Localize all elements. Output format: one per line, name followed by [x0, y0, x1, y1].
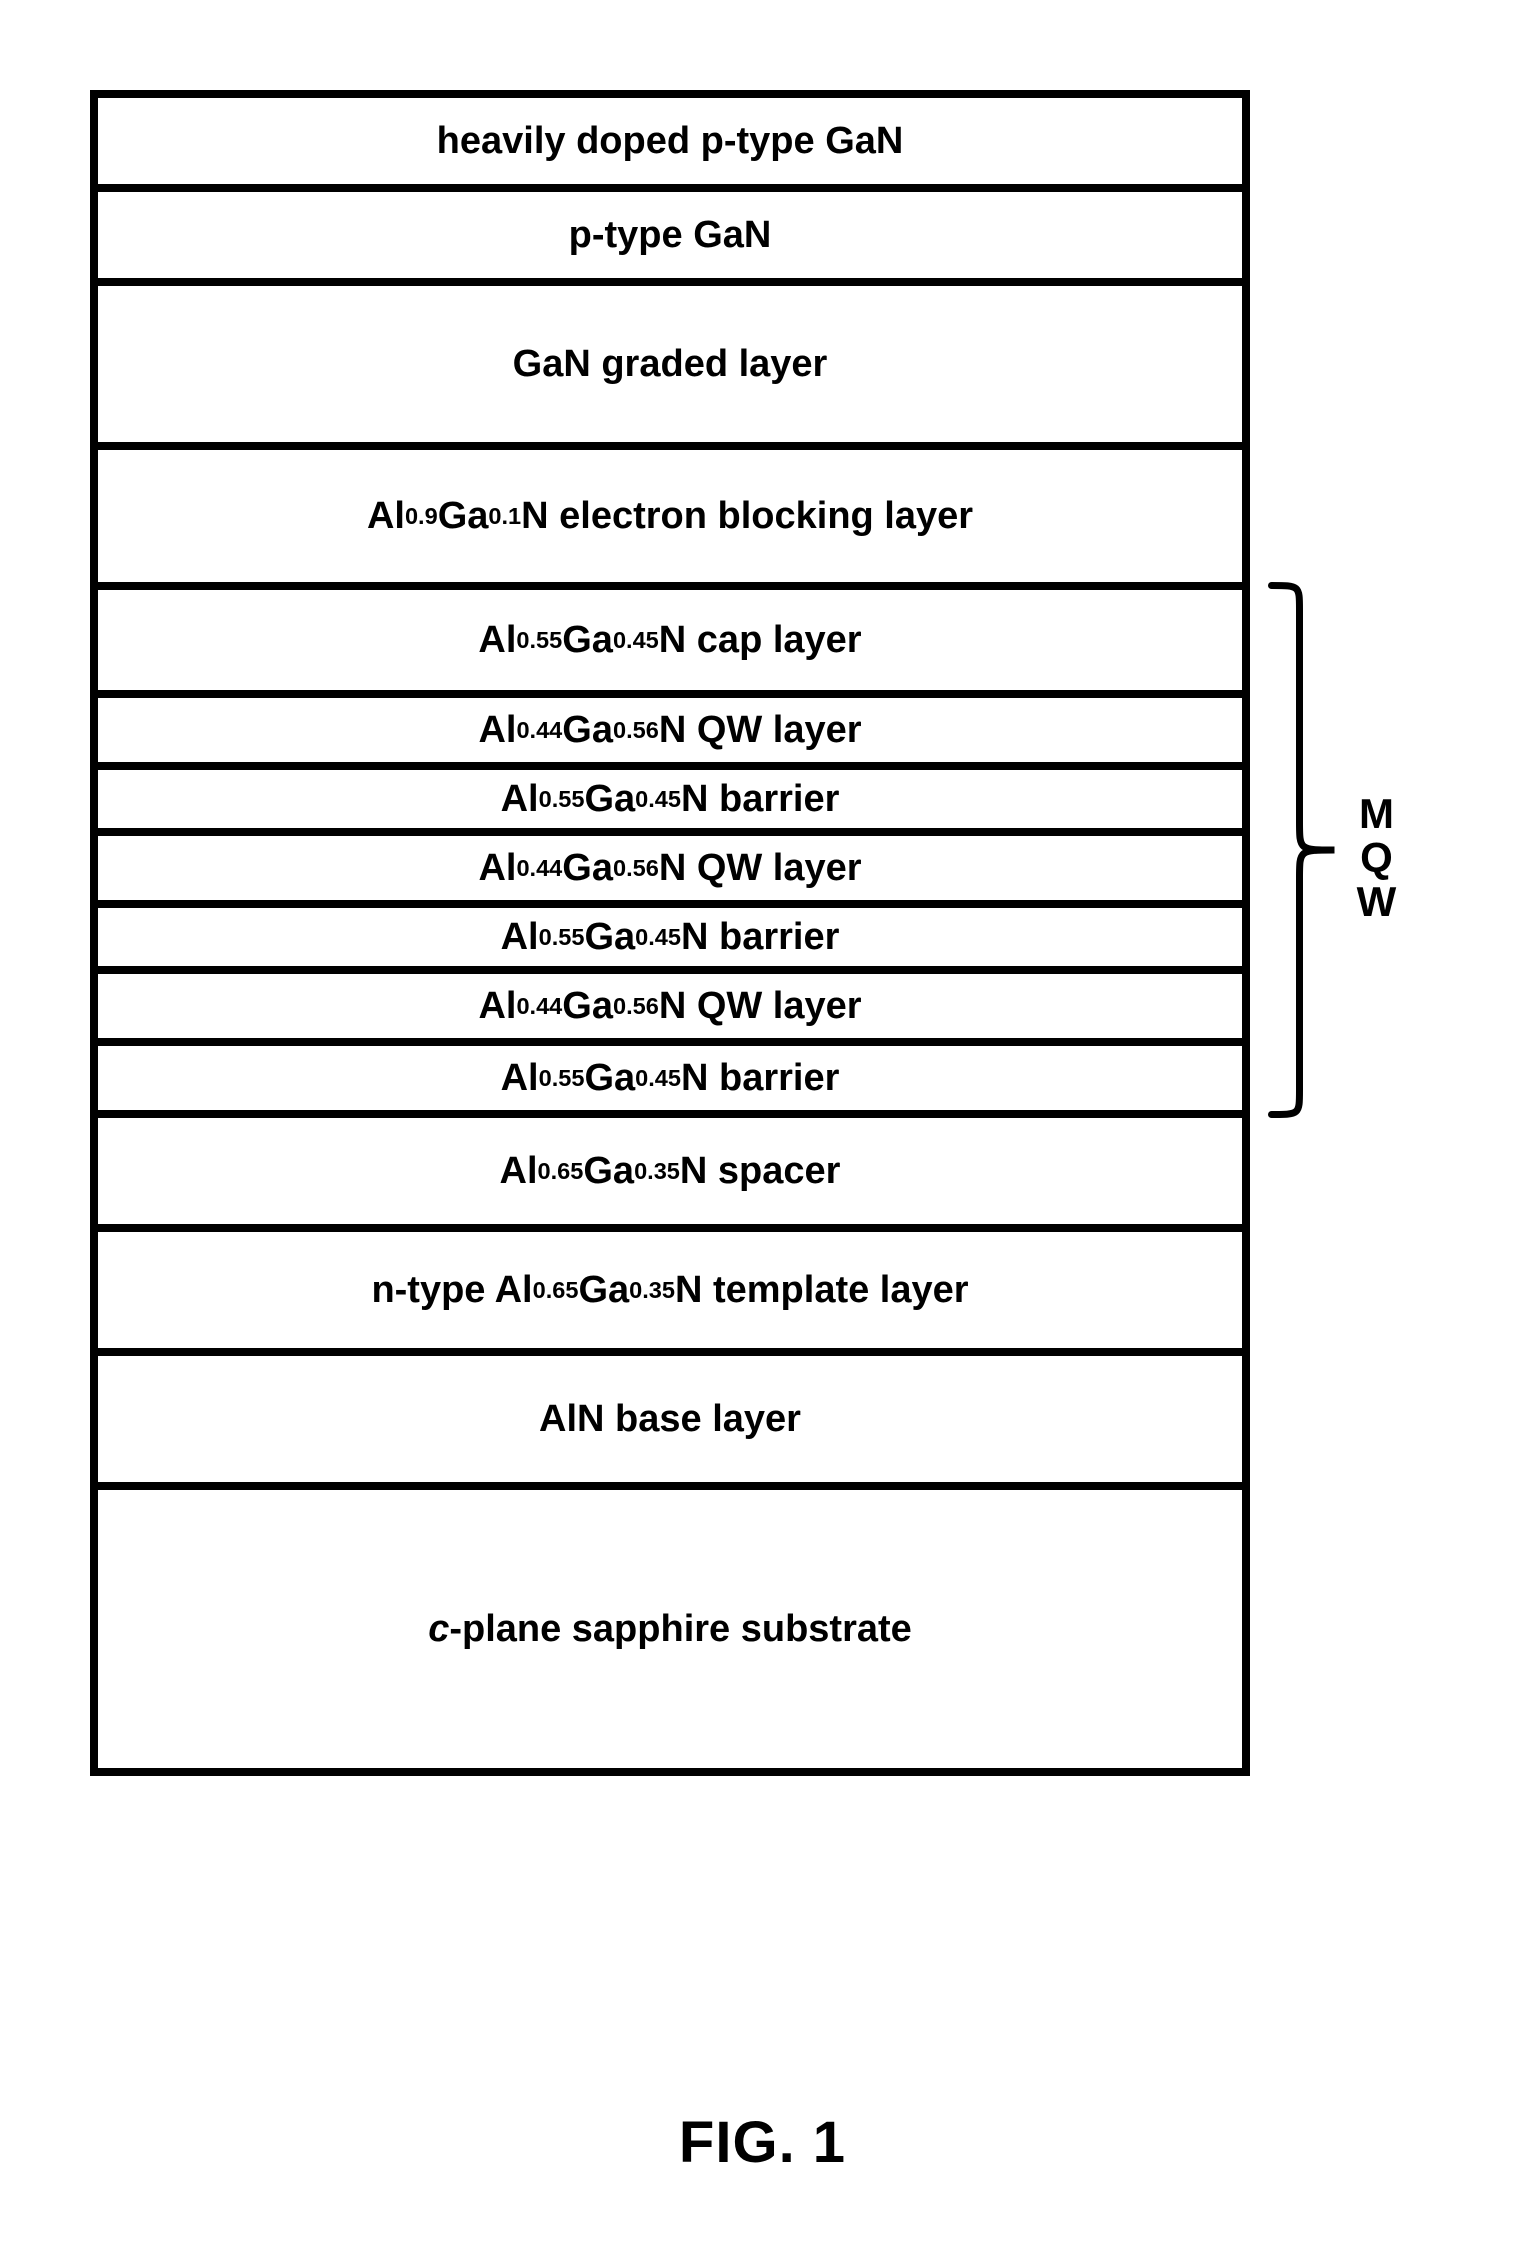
layer-10: Al0.55Ga0.45N barrier: [98, 1046, 1242, 1118]
layer-11: Al0.65Ga0.35N spacer: [98, 1118, 1242, 1232]
layer-8: Al0.55Ga0.45N barrier: [98, 908, 1242, 974]
layer-stack: heavily doped p-type GaNp-type GaNGaN gr…: [90, 90, 1250, 1776]
layer-3: Al0.9Ga0.1N electron blocking layer: [98, 450, 1242, 590]
layer-5: Al0.44Ga0.56N QW layer: [98, 698, 1242, 770]
layer-4: Al0.55Ga0.45N cap layer: [98, 590, 1242, 698]
mqw-brace: [1268, 582, 1338, 1118]
layer-0: heavily doped p-type GaN: [98, 98, 1242, 192]
layer-2: GaN graded layer: [98, 286, 1242, 450]
layer-1: p-type GaN: [98, 192, 1242, 286]
layer-12: n-type Al0.65Ga0.35N template layer: [98, 1232, 1242, 1356]
mqw-brace-label: MQW: [1352, 790, 1400, 922]
figure-caption: FIG. 1: [0, 2109, 1525, 2176]
layer-7: Al0.44Ga0.56N QW layer: [98, 836, 1242, 908]
layer-9: Al0.44Ga0.56N QW layer: [98, 974, 1242, 1046]
layer-6: Al0.55Ga0.45N barrier: [98, 770, 1242, 836]
layer-13: AlN base layer: [98, 1356, 1242, 1490]
layer-14: c-plane sapphire substrate: [98, 1490, 1242, 1776]
diagram-container: heavily doped p-type GaNp-type GaNGaN gr…: [90, 90, 1250, 1776]
